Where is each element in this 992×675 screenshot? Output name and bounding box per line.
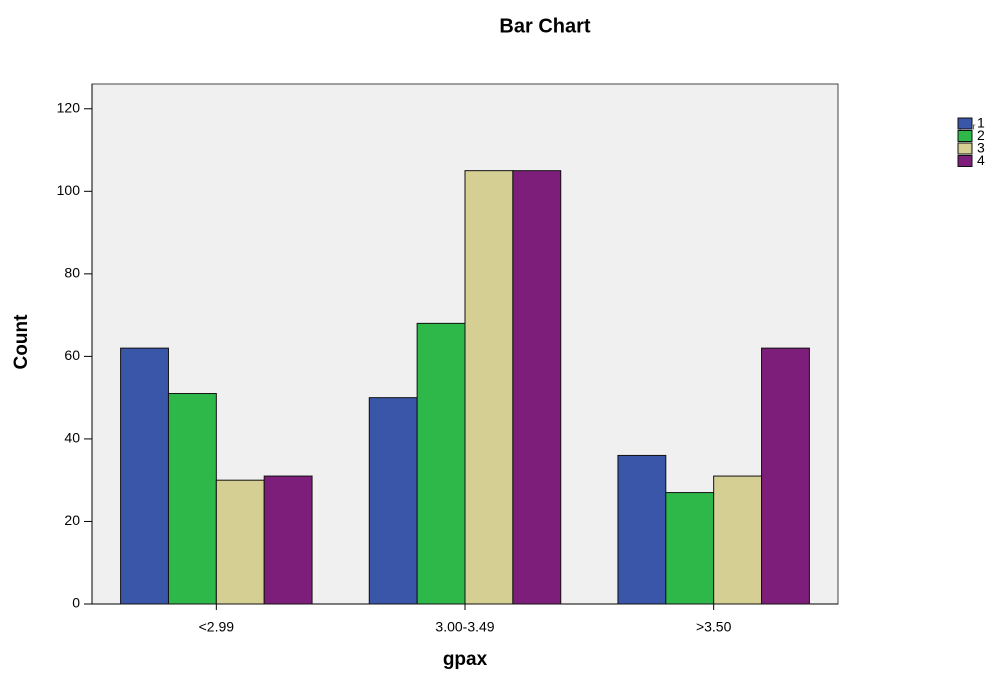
legend-label: 3 [977,140,985,156]
x-tick-label: 3.00-3.49 [435,619,494,635]
legend-swatch [957,117,973,130]
legend-swatch [957,130,973,142]
legend-label: 1 [977,115,985,131]
bar [713,475,763,605]
y-axis-label: Count [11,314,32,370]
x-axis-label: gpax [443,649,488,670]
legend-swatch [957,155,973,167]
bar [512,170,562,605]
bar [416,322,466,605]
bar [368,397,418,605]
bar [120,347,169,605]
y-tick-label: 60 [64,347,80,363]
y-tick-label: 40 [64,430,80,446]
bar [761,347,810,605]
bar [215,479,265,605]
x-tick-label: >3.50 [696,619,732,635]
bar [464,170,514,605]
y-tick-label: 0 [72,595,80,611]
legend-swatch [957,142,973,155]
legend-label: 2 [977,127,985,143]
y-tick-label: 80 [64,265,80,281]
legend-label: 4 [977,152,985,168]
x-tick-label: <2.99 [199,619,235,635]
bar [665,492,715,605]
y-tick-label: 20 [64,512,80,528]
y-tick-label: 100 [57,182,81,198]
chart-title: Bar Chart [499,15,590,37]
bar [167,393,217,605]
y-tick-label: 120 [57,99,81,115]
bar [263,475,313,605]
bar [617,454,667,605]
